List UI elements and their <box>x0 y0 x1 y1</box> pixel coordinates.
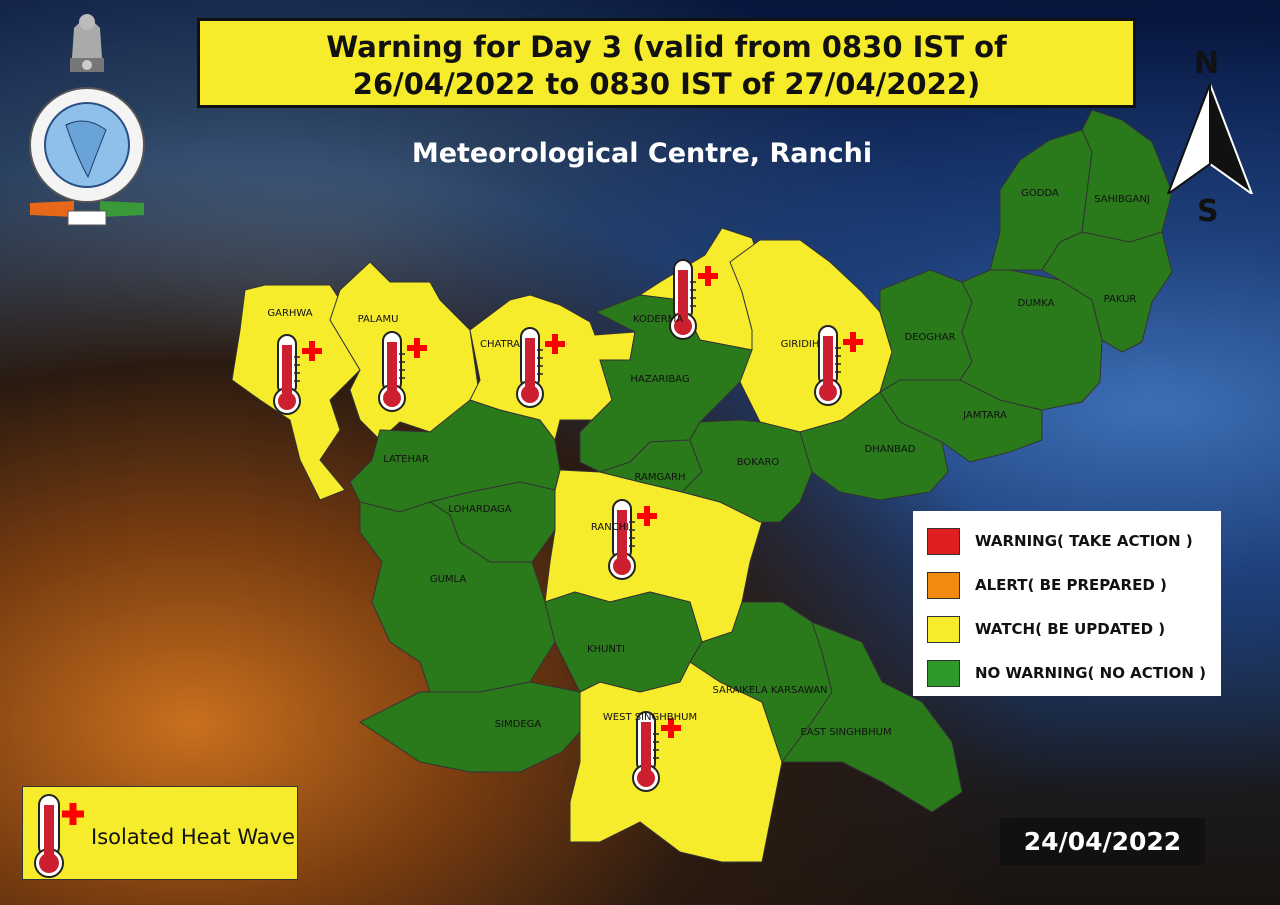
district-label-godda: GODDA <box>1021 188 1059 199</box>
heat-wave-thermometer-icon <box>378 331 427 412</box>
subtitle-text: Meteorological Centre, Ranchi <box>411 138 873 169</box>
north-label: N <box>1194 46 1220 81</box>
district-label-west-singhbhum: WEST SINGHBHUM <box>603 712 697 723</box>
heatwave-legend-label: Isolated Heat Wave <box>91 825 295 849</box>
district-label-jamtara: JAMTARA <box>962 410 1007 421</box>
district-label-gumla: GUMLA <box>430 574 466 585</box>
subtitle: Meteorological Centre, Ranchi <box>0 138 1280 169</box>
south-label: S <box>1197 194 1219 229</box>
title-line-2: 26/04/2022 to 0830 IST of 27/04/2022) <box>352 67 981 101</box>
district-label-east-singhbhum: EAST SINGHBHUM <box>800 727 891 738</box>
warning-legend: WARNING( TAKE ACTION ) ALERT( BE PREPARED… <box>913 511 1221 696</box>
legend-label: ALERT( BE PREPARED ) <box>975 576 1167 594</box>
legend-item: NO WARNING( NO ACTION ) <box>927 651 1207 695</box>
north-arrow: N S <box>1160 42 1260 232</box>
district-label-saraikela-karsawan: SARAIKELA KARSAWAN <box>712 685 827 696</box>
district-simdega <box>359 681 581 773</box>
district-sahibganj <box>1081 109 1173 243</box>
district-label-khunti: KHUNTI <box>587 644 625 655</box>
district-label-sahibganj: SAHIBGANJ <box>1094 194 1150 205</box>
district-label-pakur: PAKUR <box>1104 294 1137 305</box>
district-east-singhbhum <box>781 621 963 813</box>
district-label-chatra: CHATRA <box>480 339 520 350</box>
district-deoghar <box>879 269 973 394</box>
district-khunti <box>544 591 703 693</box>
district-bokaro <box>681 419 813 523</box>
district-label-koderma: KODERMA <box>633 314 683 325</box>
heat-wave-thermometer-icon <box>669 259 718 340</box>
district-dhanbad <box>799 391 949 501</box>
district-dumka <box>959 269 1103 411</box>
thermometer-plus-icon <box>34 794 84 878</box>
heat-wave-thermometer-icon <box>814 325 863 406</box>
district-pakur <box>1041 231 1173 353</box>
district-label-lohardaga: LOHARDAGA <box>448 504 511 515</box>
legend-swatch <box>927 659 960 687</box>
district-label-bokaro: BOKARO <box>737 457 780 468</box>
district-label-garhwa: GARHWA <box>267 308 312 319</box>
legend-swatch <box>927 527 960 555</box>
legend-item: WARNING( TAKE ACTION ) <box>927 519 1207 563</box>
district-label-dumka: DUMKA <box>1018 298 1055 309</box>
district-label-simdega: SIMDEGA <box>495 719 542 730</box>
district-gumla <box>359 501 556 693</box>
district-label-giridih: GIRIDIH <box>781 339 820 350</box>
heat-wave-thermometer-icon <box>516 327 565 408</box>
district-label-ranchi: RANCHI <box>591 522 629 533</box>
national-emblem-icon <box>70 14 104 72</box>
district-label-hazaribag: HAZARIBAG <box>630 374 689 385</box>
issue-date: 24/04/2022 <box>1000 818 1205 865</box>
district-label-dhanbad: DHANBAD <box>865 444 916 455</box>
legend-item: WATCH( BE UPDATED ) <box>927 607 1207 651</box>
district-label-ramgarh: RAMGARH <box>634 472 685 483</box>
compass-arrow-icon <box>1166 84 1254 194</box>
district-label-latehar: LATEHAR <box>383 454 429 465</box>
legend-label: NO WARNING( NO ACTION ) <box>975 664 1206 682</box>
legend-item: ALERT( BE PREPARED ) <box>927 563 1207 607</box>
heat-wave-thermometer-icon <box>632 711 681 792</box>
legend-label: WATCH( BE UPDATED ) <box>975 620 1166 638</box>
warning-title-banner: Warning for Day 3 (valid from 0830 IST o… <box>197 18 1136 108</box>
title-line-1: Warning for Day 3 (valid from 0830 IST o… <box>326 30 1007 64</box>
imd-logo <box>29 87 145 226</box>
district-label-deoghar: DEOGHAR <box>905 332 956 343</box>
heatwave-legend: Isolated Heat Wave <box>22 786 298 880</box>
heat-wave-thermometer-icon <box>273 334 322 415</box>
legend-swatch <box>927 615 960 643</box>
district-label-palamu: PALAMU <box>358 314 399 325</box>
heat-wave-thermometer-icon <box>608 499 657 580</box>
legend-label: WARNING( TAKE ACTION ) <box>975 532 1193 550</box>
legend-swatch <box>927 571 960 599</box>
